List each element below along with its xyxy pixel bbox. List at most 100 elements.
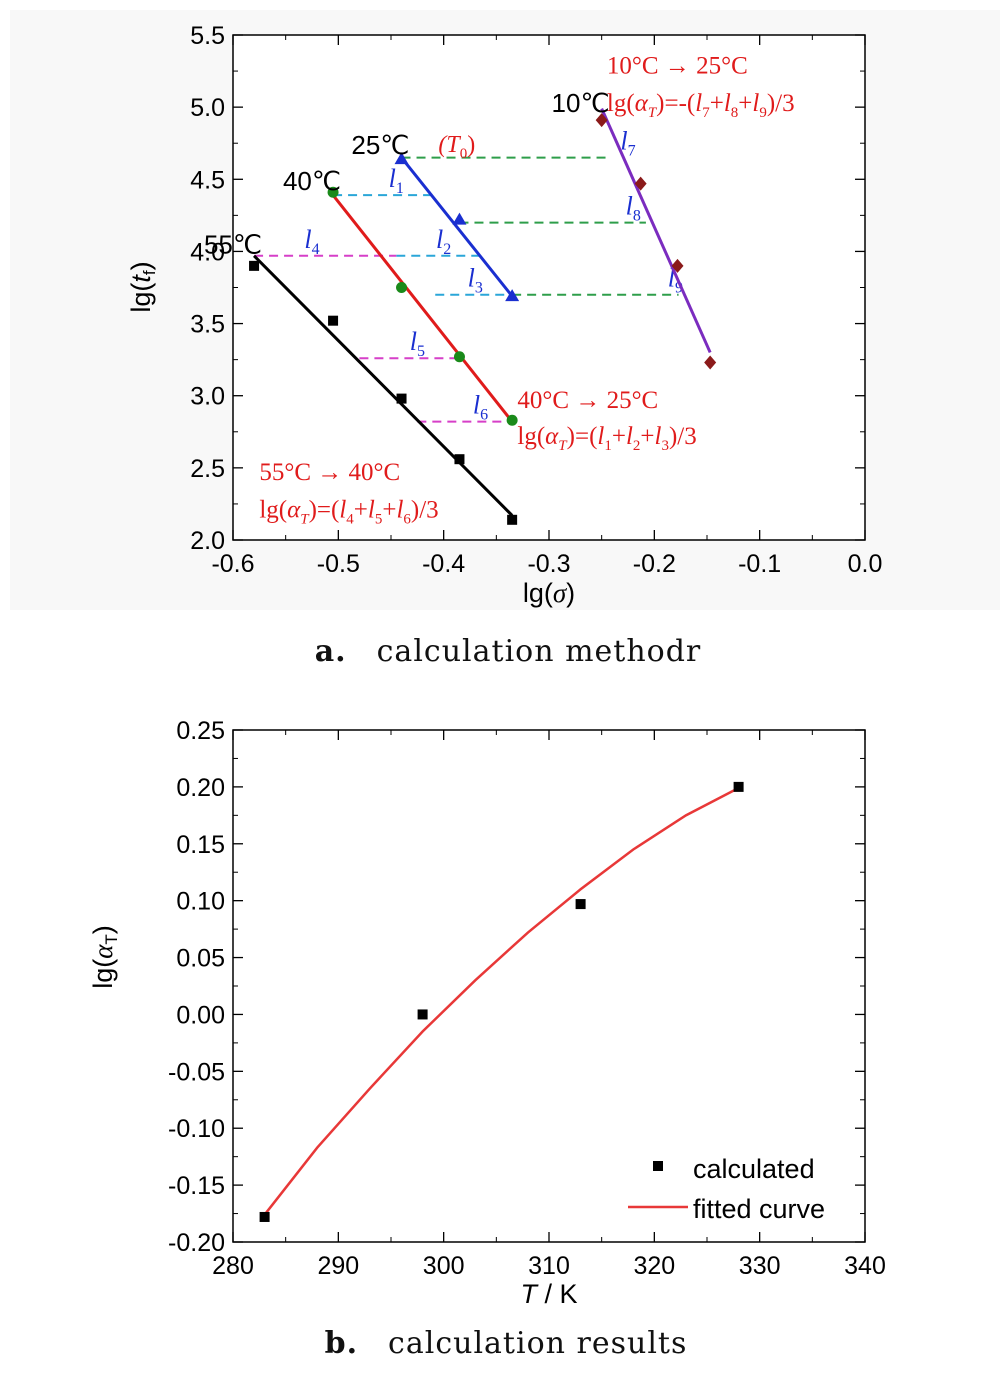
f-eq: )=( (567, 423, 598, 450)
y-tick-label-b: 0.05 (176, 945, 225, 973)
x-tick-label-a: -0.6 (211, 550, 254, 578)
calculated-point (259, 1211, 270, 1222)
legend-marker-calculated (653, 1161, 663, 1171)
f-alpha: α (287, 497, 301, 524)
x-tick-label-b: 300 (423, 1252, 465, 1280)
y-tick-label-b: -0.15 (168, 1172, 225, 1200)
data-point-series-3 (328, 315, 339, 326)
shift-label-letter: l (389, 164, 396, 193)
f-op: )/3 (411, 497, 439, 524)
f-sub: T (648, 105, 658, 121)
f-l: l (597, 423, 604, 450)
shift-label-sub: 7 (628, 143, 636, 160)
f-l: l (655, 423, 662, 450)
fit-line-series-2 (331, 194, 514, 423)
f-term: 6 (403, 512, 411, 528)
y-tick-label-a: 3.5 (190, 311, 225, 339)
shift-label-l5: l5 (410, 327, 425, 360)
x-tick-label-a: -0.5 (317, 550, 360, 578)
chart-panel-a: -0.6 -0.5 -0.4 -0.3 -0.2 -0.1 0.0 2.0 2.5 3.0 3.5 4… (126, 22, 882, 669)
f-eq: )=( (309, 497, 340, 524)
chart-panel-b: 280 290 300 310 320 330 340 -0.20 -0.15 -0.10 -0.0… (88, 717, 886, 1361)
series-label-2: 40℃ (283, 166, 341, 196)
x-tick-label-b: 320 (633, 1252, 675, 1280)
y-tick-label-b: -0.20 (168, 1229, 225, 1257)
legend-label-calculated: calculated (693, 1154, 815, 1184)
legend-b: calculated fitted curve (628, 1154, 825, 1224)
shift-label-letter: l (473, 391, 480, 420)
f-term: 5 (375, 512, 383, 528)
shift-label-l8: l8 (626, 192, 641, 225)
x-tick-label-a: 0.0 (848, 550, 883, 578)
shift-label-letter: l (304, 225, 311, 254)
shift-label-l6: l6 (473, 391, 488, 424)
f-eq: )=-( (656, 90, 695, 117)
f-term: 9 (759, 105, 767, 121)
y-axis-title-a: lg(tf) (126, 261, 159, 312)
annotation-formula-shift10: lg(αT)=-(l7+l8+l9)/3 (607, 90, 795, 121)
data-point-series-1 (505, 289, 520, 302)
data-point-series-3 (396, 393, 407, 404)
x-tick-label-a: -0.1 (738, 550, 781, 578)
shift-label-letter: l (468, 264, 475, 293)
f-op: + (738, 90, 752, 117)
x-axis-title-b: T / K (520, 1279, 577, 1309)
x-tick-label-b: 340 (844, 1252, 886, 1280)
y-tick-label-a: 4.0 (190, 238, 225, 266)
f-op: + (382, 497, 396, 524)
data-point-series-3 (507, 514, 518, 525)
y-tick-label-b: 0.00 (176, 1001, 225, 1029)
f-alpha: α (545, 423, 559, 450)
annotation-title-shift40: 40°C → 25°C (517, 387, 658, 414)
y-tick-label-a: 2.0 (190, 527, 225, 555)
data-points-a (249, 113, 717, 525)
series-label-0: 10℃ (552, 88, 610, 118)
f-op: + (354, 497, 368, 524)
legend-label-fitted: fitted curve (693, 1194, 825, 1224)
y-tick-label-b: -0.10 (168, 1115, 225, 1143)
data-point-series-2 (453, 351, 465, 363)
fit-lines-a (253, 107, 712, 517)
f-sub: T (558, 438, 568, 454)
f-op: + (640, 423, 654, 450)
data-point-series-1 (394, 152, 409, 165)
f-op: + (612, 423, 626, 450)
annotation-formula-shift55: lg(αT)=(l4+l5+l6)/3 (259, 497, 438, 528)
series-label-1: 25℃ (351, 130, 409, 160)
shift-label-sub: 9 (675, 280, 683, 297)
x-tick-label-a: -0.2 (633, 550, 676, 578)
annotation-formula-shift40: lg(αT)=(l1+l2+l3)/3 (517, 423, 696, 454)
f-op: + (710, 90, 724, 117)
f-l: l (368, 497, 375, 524)
f-term: 4 (346, 512, 354, 528)
shift-label-l9: l9 (668, 264, 683, 297)
data-point-series-0 (704, 355, 717, 370)
f-l: l (626, 423, 633, 450)
shift-label-l2: l2 (436, 225, 451, 258)
shift-label-sub: 8 (633, 208, 641, 225)
f-term: 3 (661, 438, 669, 454)
y-tick-label-b: 0.10 (176, 888, 225, 916)
shift-label-letter: l (626, 192, 633, 221)
f-l: l (339, 497, 346, 524)
shift-label-sub: 5 (417, 343, 425, 360)
series-label-3: 55℃ (204, 230, 262, 260)
ref-sub: 0 (460, 146, 468, 162)
y-tick-label-a: 4.5 (190, 166, 225, 194)
f-term: 2 (633, 438, 641, 454)
f-open: lg( (517, 423, 545, 450)
y-tick-label-a: 3.0 (190, 383, 225, 411)
shift-label-letter: l (620, 127, 627, 156)
y-tick-label-b: 0.20 (176, 774, 225, 802)
f-l: l (752, 90, 759, 117)
data-point-series-1 (452, 212, 467, 225)
shift-label-letter: l (410, 327, 417, 356)
shift-label-sub: 3 (475, 280, 483, 297)
plot-area-a (232, 34, 866, 541)
shift-label-l1: l1 (389, 164, 404, 197)
plot-area-b (232, 729, 866, 1243)
x-tick-label-a: -0.3 (527, 550, 570, 578)
f-term: 7 (702, 105, 710, 121)
y-tick-label-b: -0.05 (168, 1058, 225, 1086)
